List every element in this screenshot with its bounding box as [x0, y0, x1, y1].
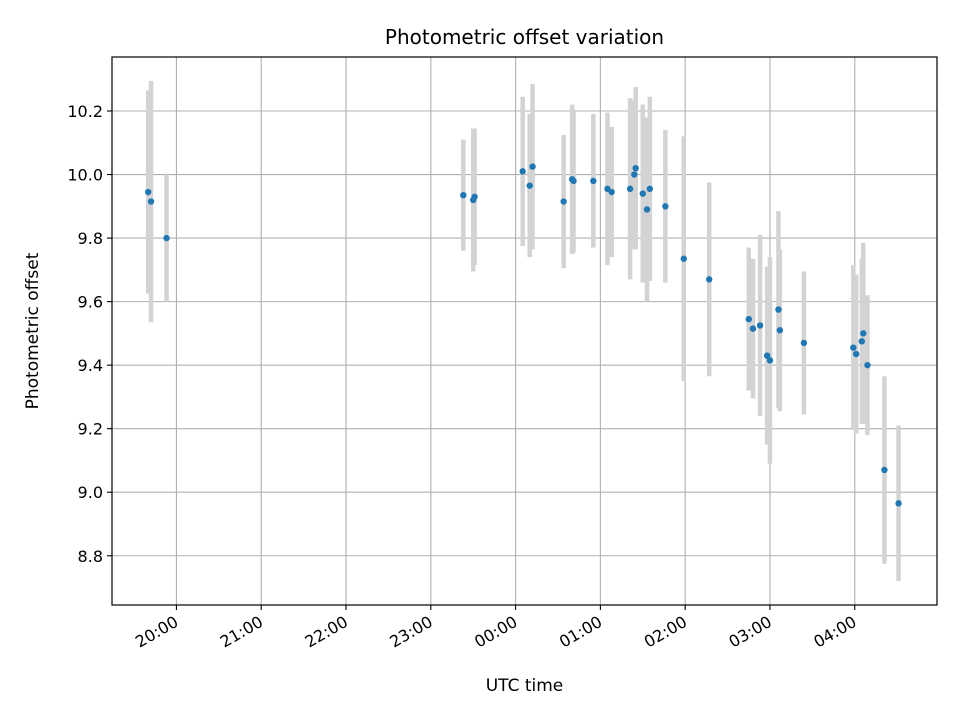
data-point: [608, 188, 615, 196]
y-tick-label: 9.8: [78, 229, 103, 248]
data-point: [763, 352, 771, 359]
y-axis-title: Photometric offset: [23, 252, 43, 409]
data-point: [766, 357, 774, 364]
data-point: [460, 191, 467, 199]
data-point: [662, 203, 669, 210]
data-point: [639, 190, 646, 197]
data-point: [852, 350, 860, 358]
y-tick-label: 9.2: [78, 420, 103, 439]
data-point: [147, 198, 155, 205]
data-point: [850, 344, 857, 351]
data-point: [858, 338, 866, 345]
data-point: [590, 177, 597, 185]
data-point: [646, 185, 654, 193]
data-point: [519, 168, 526, 175]
data-point: [776, 327, 784, 334]
data-point: [756, 322, 764, 329]
plot-frame: [111, 56, 938, 606]
data-point: [680, 255, 687, 262]
data-point: [864, 361, 871, 369]
data-point: [895, 500, 902, 507]
data-point: [745, 315, 752, 323]
data-point: [570, 177, 577, 185]
data-point: [881, 466, 888, 474]
chart-title: Photometric offset variation: [385, 25, 664, 49]
data-point: [529, 163, 536, 170]
data-points: [144, 163, 902, 507]
data-point: [860, 330, 867, 337]
y-tick-label: 10.2: [67, 102, 103, 121]
data-point: [749, 325, 757, 332]
y-tick-label: 9.0: [78, 483, 103, 502]
data-point: [631, 171, 638, 178]
x-axis-title: UTC time: [486, 676, 564, 696]
data-point: [643, 206, 651, 213]
y-axis: 8.8 9.0 9.2 9.4 9.6 9.8 10.0 10.2: [67, 102, 112, 566]
data-point: [144, 188, 152, 196]
data-point: [800, 339, 808, 347]
data-point: [471, 193, 478, 200]
y-tick-label: 9.6: [78, 293, 103, 312]
data-point: [632, 164, 639, 172]
data-point: [560, 198, 567, 205]
data-point: [775, 306, 782, 313]
data-point: [705, 276, 713, 283]
y-tick-label: 8.8: [78, 547, 103, 566]
y-tick-label: 9.4: [78, 356, 103, 375]
data-point: [626, 185, 634, 193]
y-tick-label: 10.0: [67, 166, 103, 185]
data-point: [163, 234, 170, 242]
data-point: [526, 182, 533, 189]
